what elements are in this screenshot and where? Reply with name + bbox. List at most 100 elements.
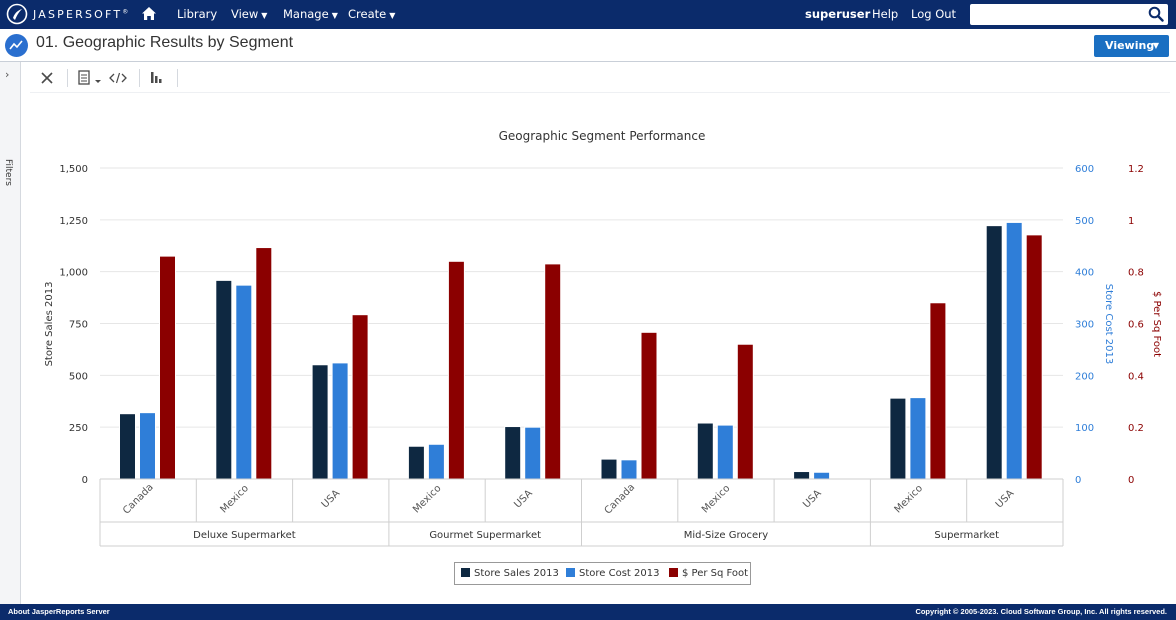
nav-create-label: Create [348, 7, 387, 21]
axis-title-store-sales: Store Sales 2013 [44, 282, 55, 367]
nav-user[interactable]: superuser [805, 7, 871, 21]
bar-sales-5[interactable] [600, 458, 618, 480]
nav-manage-menu[interactable]: Manage ▼ [283, 0, 338, 29]
jaspersoft-logo[interactable]: JASPERSOFT® [6, 3, 128, 25]
category-label: USA [512, 488, 535, 511]
bar-sqft-2[interactable] [351, 314, 369, 480]
category-label: Mexico [893, 483, 925, 515]
embed-code-icon[interactable] [109, 71, 127, 85]
nav-view-menu[interactable]: View ▼ [231, 0, 267, 29]
category-label: Canada [121, 482, 156, 517]
bar-sales-7[interactable] [793, 471, 811, 480]
bar-cost-3[interactable] [427, 443, 445, 480]
chart-type-icon[interactable] [150, 71, 164, 84]
bar-sqft-5[interactable] [640, 331, 658, 480]
bar-cost-6[interactable] [716, 424, 734, 480]
bar-cost-8[interactable] [909, 397, 927, 480]
bar-sqft-0[interactable] [159, 255, 176, 480]
tick-label-per-sq-foot: 0.4 [1128, 371, 1144, 382]
bar-sqft-3[interactable] [447, 260, 465, 480]
search-input[interactable] [970, 4, 1168, 25]
export-icon[interactable] [78, 70, 102, 86]
chart-title: Geographic Segment Performance [499, 129, 706, 143]
bar-sales-3[interactable] [407, 445, 425, 480]
bar-sqft-8[interactable] [929, 302, 947, 480]
logo-wordmark: JASPERSOFT [33, 7, 123, 21]
report-icon [5, 34, 28, 57]
footer-copyright: Copyright © 2005-2023. Cloud Software Gr… [915, 607, 1167, 616]
bar-sales-1[interactable] [215, 279, 233, 480]
nav-library[interactable]: Library [177, 7, 218, 21]
bar-sales-6[interactable] [696, 422, 714, 480]
logo-trademark: ® [122, 7, 129, 15]
bar-cost-2[interactable] [331, 362, 349, 480]
bar-sales-0[interactable] [119, 413, 136, 480]
filters-label: Filters [3, 159, 13, 186]
legend-swatch [669, 568, 678, 577]
tick-label-store-sales: 1,250 [59, 216, 88, 227]
logo-text: JASPERSOFT® [33, 8, 128, 21]
chevron-right-icon[interactable]: › [5, 68, 10, 81]
bar-cost-4[interactable] [524, 426, 542, 480]
footer-bar: About JasperReports Server Copyright © 2… [0, 604, 1176, 620]
bar-cost-5[interactable] [620, 459, 638, 480]
home-icon[interactable] [141, 6, 157, 21]
nav-logout[interactable]: Log Out [911, 7, 957, 21]
tick-label-store-sales: 750 [69, 320, 88, 331]
bar-sales-9[interactable] [985, 225, 1003, 480]
nav-help[interactable]: Help [872, 7, 899, 21]
bar-sales-8[interactable] [889, 397, 907, 480]
jaspersoft-logo-icon [6, 3, 28, 25]
bar-sqft-1[interactable] [255, 247, 273, 480]
bar-sales-2[interactable] [311, 364, 329, 480]
bar-cost-9[interactable] [1005, 221, 1023, 480]
tick-label-store-cost: 0 [1075, 475, 1081, 486]
nav-view-label: View [231, 7, 259, 21]
category-label: USA [994, 488, 1017, 511]
legend-label: $ Per Sq Foot [682, 568, 749, 579]
chevron-down-icon: ▼ [1152, 41, 1159, 50]
legend-item-store-cost[interactable]: Store Cost 2013 [566, 568, 659, 581]
nav-manage-label: Manage [283, 7, 329, 21]
tick-label-per-sq-foot: 0.2 [1128, 423, 1144, 434]
group-label: Gourmet Supermarket [429, 530, 541, 541]
nav-create-menu[interactable]: Create ▼ [348, 0, 395, 29]
legend-label: Store Cost 2013 [579, 568, 660, 579]
viewing-mode-button[interactable]: Viewing ▼ [1094, 35, 1169, 57]
close-icon[interactable] [41, 72, 53, 84]
bar-sqft-9[interactable] [1025, 234, 1043, 480]
tick-label-per-sq-foot: 1 [1128, 216, 1134, 227]
bar-cost-1[interactable] [235, 284, 253, 480]
tick-label-store-sales: 0 [82, 475, 88, 486]
report-toolbar [30, 63, 1170, 93]
search-icon[interactable] [1148, 6, 1164, 22]
bar-sales-4[interactable] [504, 426, 522, 480]
tick-label-per-sq-foot: 1.2 [1128, 164, 1144, 175]
chevron-down-icon: ▼ [331, 11, 338, 20]
group-label: Supermarket [934, 530, 999, 541]
chevron-down-icon: ▼ [261, 11, 268, 20]
line-chart-icon [9, 40, 23, 50]
legend-swatch [461, 568, 470, 577]
axis-title-per-sq-foot: $ Per Sq Foot [1151, 291, 1162, 357]
axis-store-cost: 0 100 200 300 400 500 600 [1075, 164, 1094, 486]
bar-sqft-4[interactable] [544, 263, 562, 480]
category-label: USA [801, 488, 824, 511]
bar-cost-7[interactable] [813, 471, 831, 480]
bar-cost-0[interactable] [139, 412, 156, 480]
bar-series [119, 221, 1043, 480]
legend-item-per-sq-foot[interactable]: $ Per Sq Foot [669, 568, 748, 581]
legend-item-store-sales[interactable]: Store Sales 2013 [461, 568, 559, 581]
tick-label-per-sq-foot: 0.8 [1128, 268, 1144, 279]
footer-about-link[interactable]: About JasperReports Server [8, 607, 110, 616]
tick-label-store-cost: 300 [1075, 320, 1094, 331]
tick-label-store-cost: 600 [1075, 164, 1094, 175]
bar-sqft-6[interactable] [736, 343, 754, 480]
category-axis: Canada Mexico USA Mexico USA Canada Mexico USA M… [99, 478, 1064, 547]
tick-label-store-cost: 400 [1075, 268, 1094, 279]
chart-legend: Store Sales 2013 Store Cost 2013 $ Per S… [454, 562, 751, 585]
category-label: Canada [603, 482, 638, 517]
chart-area: Geographic Segment Performance 0 250 500 75… [44, 129, 1162, 547]
filters-panel-collapsed[interactable]: › Filters [0, 62, 21, 604]
category-label: Mexico [700, 483, 732, 515]
